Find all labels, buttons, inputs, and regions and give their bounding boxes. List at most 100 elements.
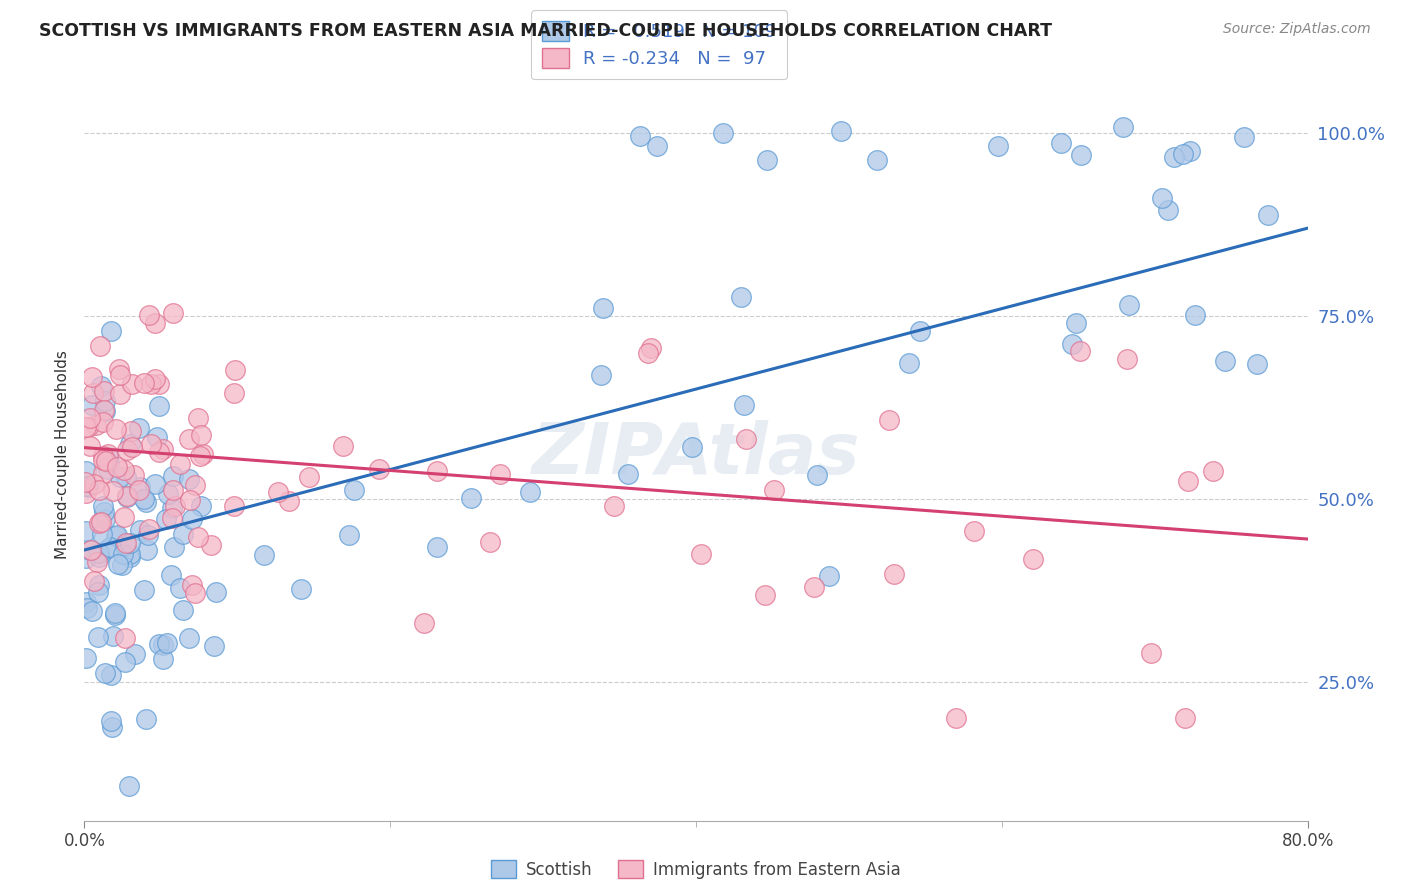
Point <box>1171 147 1194 161</box>
Point <box>148 399 170 413</box>
Point <box>298 470 321 484</box>
Point <box>101 629 124 643</box>
Point <box>94 394 117 409</box>
Point <box>224 385 246 400</box>
Point <box>945 711 967 725</box>
Point <box>118 550 141 565</box>
Point <box>86 555 108 569</box>
Point <box>478 535 501 549</box>
Point <box>87 578 110 592</box>
Point <box>94 404 117 418</box>
Point <box>122 468 145 483</box>
Point <box>143 477 166 491</box>
Point <box>75 475 97 489</box>
Point <box>100 668 122 682</box>
Point <box>143 372 166 386</box>
Point <box>187 410 209 425</box>
Point <box>830 124 852 138</box>
Point <box>90 515 112 529</box>
Point <box>115 535 138 549</box>
Point <box>165 499 187 513</box>
Point <box>91 415 114 429</box>
Point <box>803 580 825 594</box>
Point <box>117 442 139 457</box>
Point <box>87 550 110 565</box>
Point <box>637 346 659 360</box>
Point <box>489 467 512 481</box>
Point <box>754 588 776 602</box>
Point <box>187 530 209 544</box>
Point <box>711 127 734 141</box>
Point <box>114 538 136 552</box>
Point <box>806 468 828 483</box>
Point <box>97 456 120 470</box>
Point <box>1112 120 1135 135</box>
Point <box>202 639 225 653</box>
Point <box>152 638 174 652</box>
Point <box>77 420 100 434</box>
Point <box>1163 150 1185 164</box>
Point <box>1257 208 1279 222</box>
Point <box>1070 148 1092 162</box>
Point <box>132 376 155 390</box>
Point <box>120 547 142 561</box>
Point <box>87 630 110 644</box>
Point <box>134 712 156 726</box>
Point <box>337 528 360 542</box>
Point <box>82 604 104 618</box>
Point <box>89 516 111 531</box>
Point <box>169 581 191 595</box>
Point <box>139 376 162 391</box>
Point <box>156 487 179 501</box>
Point <box>138 523 160 537</box>
Point <box>98 541 121 555</box>
Point <box>145 430 167 444</box>
Point <box>94 511 117 525</box>
Point <box>190 450 212 464</box>
Point <box>645 139 668 153</box>
Point <box>129 523 152 537</box>
Point <box>83 574 105 588</box>
Point <box>87 546 110 560</box>
Text: ZIPAtlas: ZIPAtlas <box>531 420 860 490</box>
Point <box>143 316 166 330</box>
Point <box>1118 298 1140 312</box>
Point <box>681 440 703 454</box>
Point <box>105 528 128 542</box>
Point <box>115 490 138 504</box>
Point <box>426 464 449 478</box>
Point <box>1069 344 1091 359</box>
Point <box>162 483 184 498</box>
Point <box>108 470 131 484</box>
Point <box>107 558 129 572</box>
Point <box>1066 316 1088 330</box>
Point <box>733 398 755 412</box>
Point <box>177 432 200 446</box>
Point <box>128 483 150 497</box>
Point <box>1022 551 1045 566</box>
Point <box>86 584 108 599</box>
Point <box>112 463 135 477</box>
Point <box>879 413 901 427</box>
Point <box>128 480 150 494</box>
Point <box>1060 336 1083 351</box>
Point <box>1115 352 1137 367</box>
Point <box>1174 711 1197 725</box>
Point <box>755 153 778 168</box>
Point <box>883 567 905 582</box>
Point <box>190 500 212 514</box>
Point <box>75 464 97 478</box>
Point <box>108 368 131 382</box>
Point <box>84 418 107 433</box>
Point <box>290 582 312 596</box>
Text: Source: ZipAtlas.com: Source: ZipAtlas.com <box>1223 22 1371 37</box>
Point <box>460 491 482 505</box>
Point <box>180 578 202 592</box>
Point <box>93 402 115 417</box>
Point <box>156 636 179 650</box>
Point <box>762 483 785 497</box>
Y-axis label: Married-couple Households: Married-couple Households <box>55 351 70 559</box>
Point <box>413 615 436 630</box>
Point <box>162 469 184 483</box>
Point <box>190 428 212 442</box>
